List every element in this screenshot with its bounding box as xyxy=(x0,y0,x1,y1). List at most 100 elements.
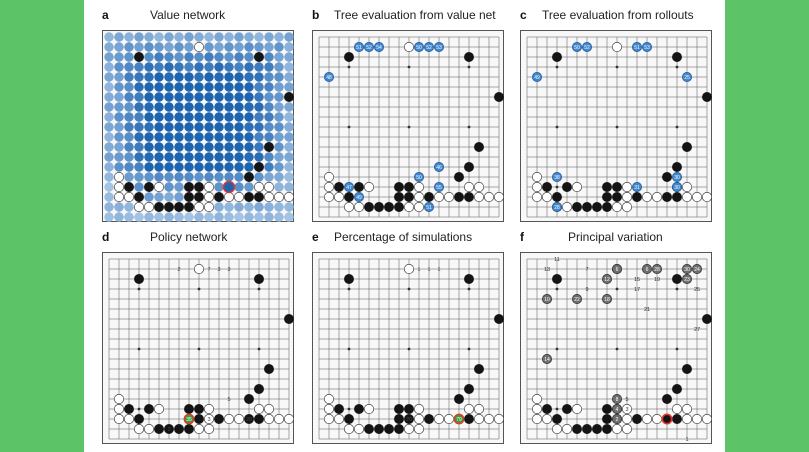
board-number: 1 xyxy=(437,267,440,273)
white-stone xyxy=(561,424,572,435)
black-stone xyxy=(602,424,613,435)
panel-title: Policy network xyxy=(150,230,228,244)
white-stone xyxy=(333,192,344,203)
board-number: 25 xyxy=(694,287,700,293)
value-mark xyxy=(244,92,254,102)
white-stone xyxy=(284,192,295,203)
value-mark xyxy=(134,142,144,152)
star-point xyxy=(347,407,351,411)
value-mark xyxy=(174,52,184,62)
value-mark xyxy=(234,92,244,102)
board-number: 50 xyxy=(574,45,580,51)
board-number: 47 xyxy=(346,185,352,191)
value-mark xyxy=(184,92,194,102)
value-mark xyxy=(244,52,254,62)
value-mark xyxy=(104,162,114,172)
value-mark xyxy=(134,132,144,142)
black-stone xyxy=(551,192,562,203)
value-mark xyxy=(244,212,254,222)
black-stone xyxy=(343,192,354,203)
black-stone xyxy=(353,404,364,415)
value-mark xyxy=(204,122,214,132)
best-move-marker xyxy=(183,413,195,425)
value-mark xyxy=(134,32,144,42)
value-mark xyxy=(224,112,234,122)
black-stone xyxy=(333,182,344,193)
white-stone xyxy=(324,394,334,405)
white-stone xyxy=(622,192,633,203)
value-mark xyxy=(244,102,254,112)
black-stone xyxy=(602,414,613,425)
value-mark xyxy=(104,72,114,82)
value-mark xyxy=(274,172,284,182)
value-mark xyxy=(234,112,244,122)
white-stone xyxy=(404,424,415,435)
white-stone xyxy=(194,264,205,274)
value-mark xyxy=(184,162,194,172)
white-stone xyxy=(123,192,134,203)
value-mark xyxy=(124,42,134,52)
evaluation-mark xyxy=(632,182,643,193)
black-stone xyxy=(384,202,395,213)
board-number: 1 xyxy=(427,267,430,273)
board-number: 20 xyxy=(406,417,412,423)
board-number: 51 xyxy=(634,45,640,51)
value-mark xyxy=(174,92,184,102)
black-stone xyxy=(474,142,485,153)
value-mark xyxy=(134,112,144,122)
board-number: 3 xyxy=(207,417,210,423)
black-stone xyxy=(551,273,562,284)
black-stone xyxy=(632,192,643,203)
black-stone xyxy=(424,192,435,203)
value-mark xyxy=(274,52,284,62)
value-mark xyxy=(124,132,134,142)
value-mark xyxy=(284,172,294,182)
value-mark xyxy=(124,172,134,182)
best-move-marker xyxy=(222,180,236,194)
value-mark xyxy=(184,112,194,122)
value-mark xyxy=(234,102,244,112)
value-mark xyxy=(114,142,124,152)
value-mark xyxy=(184,52,194,62)
white-stone xyxy=(612,42,623,52)
black-stone xyxy=(404,414,415,425)
black-stone xyxy=(244,414,255,425)
value-mark xyxy=(234,32,244,42)
panel-f: f Principal variation 6 6 28 12 22 18 14 8 4 2 30 23 2… xyxy=(520,230,713,452)
value-mark xyxy=(164,132,174,142)
board-number: 35 xyxy=(186,417,192,423)
value-mark xyxy=(174,112,184,122)
panel-title: Percentage of simulations xyxy=(334,230,473,244)
value-mark xyxy=(204,42,214,52)
star-point xyxy=(347,287,351,291)
white-stone xyxy=(404,202,415,213)
black-stone xyxy=(123,182,134,193)
value-mark xyxy=(254,62,264,72)
star-point xyxy=(347,65,351,69)
black-stone xyxy=(394,202,405,213)
value-mark xyxy=(264,112,274,122)
white-stone xyxy=(444,414,455,425)
evaluation-mark xyxy=(642,42,653,52)
white-stone xyxy=(114,394,124,405)
black-stone xyxy=(394,424,405,435)
star-point xyxy=(467,65,471,69)
value-mark xyxy=(164,192,174,202)
white-stone xyxy=(494,192,505,203)
black-stone xyxy=(184,182,195,193)
value-mark xyxy=(124,52,134,62)
value-mark xyxy=(104,172,114,182)
value-mark xyxy=(264,202,274,212)
board-number: 3 xyxy=(217,267,220,273)
value-mark xyxy=(194,52,204,62)
white-stone xyxy=(622,182,633,193)
value-mark xyxy=(264,152,274,162)
value-mark xyxy=(234,132,244,142)
value-mark xyxy=(284,142,294,152)
black-stone xyxy=(602,182,613,193)
board-number: 79 xyxy=(456,417,462,423)
board-diagram xyxy=(104,32,295,222)
black-stone xyxy=(541,182,552,193)
value-mark xyxy=(254,42,264,52)
black-stone xyxy=(571,202,582,213)
